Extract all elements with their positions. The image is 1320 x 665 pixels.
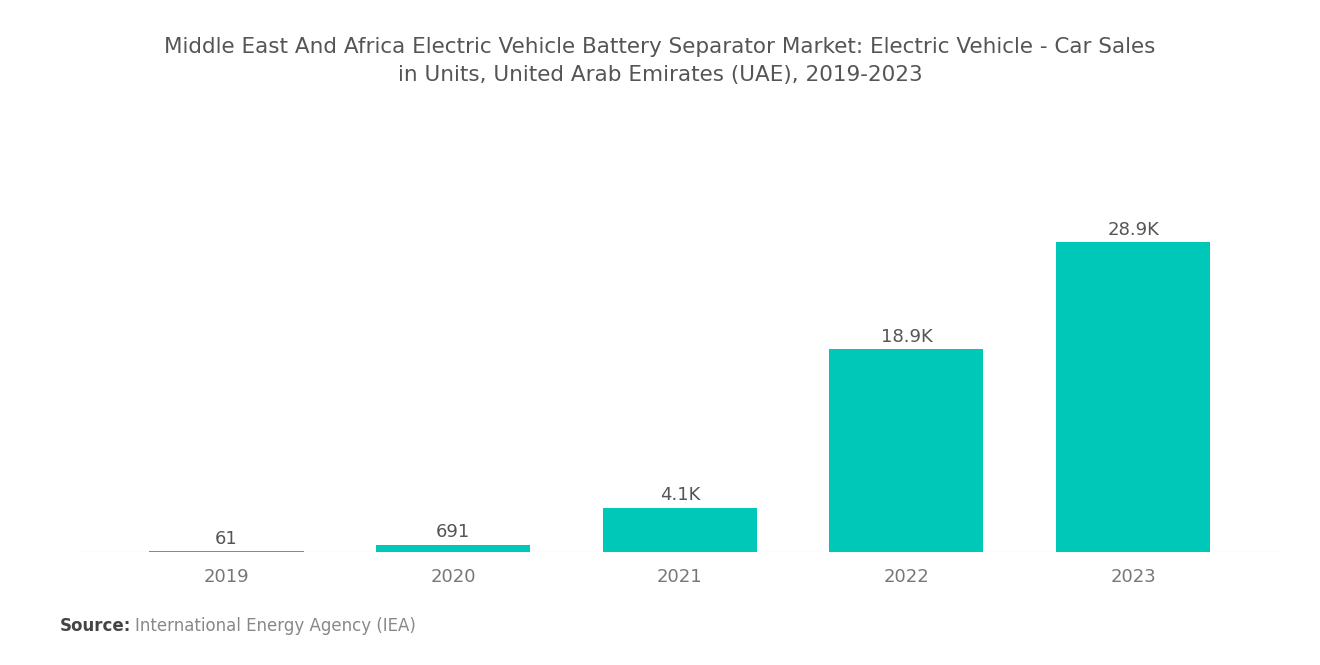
Bar	[376, 545, 531, 552]
Text: International Energy Agency (IEA): International Energy Agency (IEA)	[135, 617, 416, 635]
Text: 18.9K: 18.9K	[880, 328, 932, 346]
Text: 4.1K: 4.1K	[660, 486, 700, 504]
Bar	[829, 350, 983, 552]
Text: 691: 691	[436, 523, 470, 541]
Text: Source:: Source:	[59, 617, 131, 635]
Bar	[603, 508, 756, 552]
Text: 28.9K: 28.9K	[1107, 221, 1159, 239]
Bar	[1056, 242, 1210, 552]
Text: 61: 61	[215, 529, 238, 547]
Text: Middle East And Africa Electric Vehicle Battery Separator Market: Electric Vehic: Middle East And Africa Electric Vehicle …	[164, 37, 1156, 84]
